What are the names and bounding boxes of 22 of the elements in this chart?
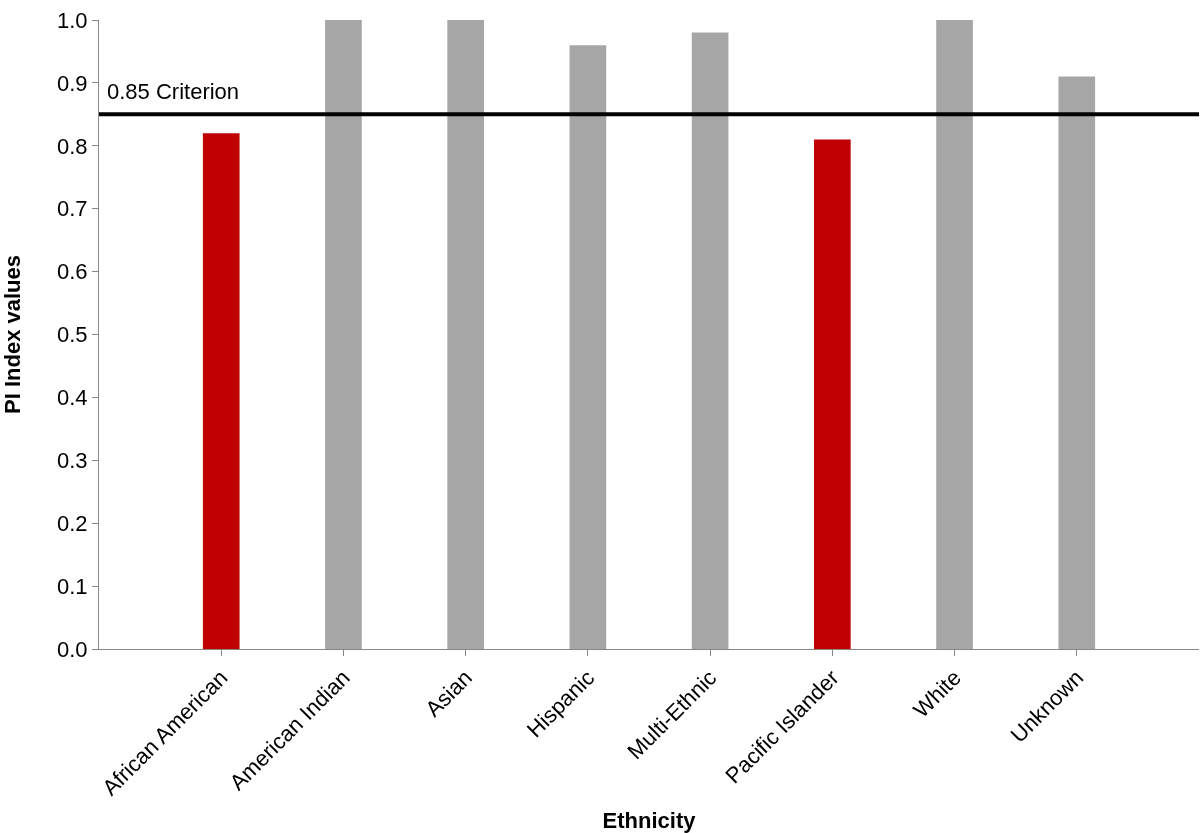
y-tick-label: 0.5: [57, 322, 88, 348]
y-tick-label: 0.7: [57, 196, 88, 222]
y-tick-label: 0.1: [57, 573, 88, 599]
y-tick-label: 0.4: [57, 385, 88, 411]
x-axis-title: Ethnicity: [602, 808, 697, 833]
y-tick-label: 0.3: [57, 448, 88, 473]
bar: [202, 133, 240, 649]
bar: [936, 20, 973, 649]
bar: [325, 20, 362, 649]
y-tick-label: 0.6: [57, 259, 88, 285]
bar: [569, 45, 607, 649]
y-tick-label: 0.2: [57, 510, 88, 536]
ref-line-label: 0.85 Criterion: [107, 79, 240, 104]
bar: [691, 32, 729, 649]
bar: [1058, 76, 1096, 649]
y-axis-title: PI Index values: [0, 255, 25, 414]
y-tick-label: 0.9: [57, 70, 88, 96]
y-tick-label: 1.0: [57, 7, 88, 33]
y-tick-label: 0.0: [57, 636, 88, 662]
bar: [447, 20, 484, 649]
y-tick-label: 0.8: [57, 133, 88, 159]
bar: [814, 139, 851, 649]
